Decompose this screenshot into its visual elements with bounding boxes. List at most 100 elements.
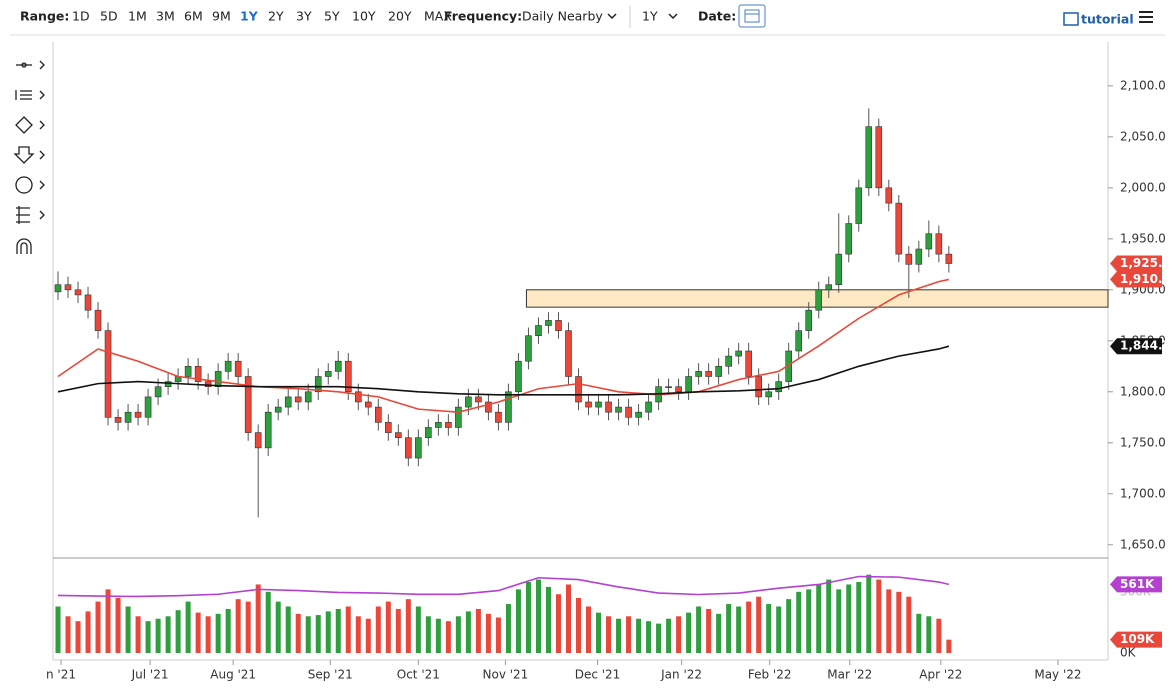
range-button[interactable]: 1M xyxy=(128,9,147,24)
y-tick-label: 2,050.0 xyxy=(1120,129,1166,143)
volume-bar xyxy=(435,618,441,653)
dropdown-arrow xyxy=(607,13,617,20)
volume-bar xyxy=(786,599,792,653)
x-tick-label: Oct '21 xyxy=(397,668,440,682)
x-tick-label: Jan '22 xyxy=(660,668,702,682)
volume-bar xyxy=(836,589,842,653)
range-button[interactable]: 6M xyxy=(184,9,203,24)
range-button[interactable]: 9M xyxy=(212,9,231,24)
volume-bar xyxy=(325,611,331,653)
volume-bar xyxy=(806,589,812,653)
volume-bar xyxy=(155,618,161,653)
volume-bar xyxy=(616,618,622,653)
price-badge xyxy=(1110,271,1162,288)
volume-bar xyxy=(365,618,371,653)
volume-bar xyxy=(856,582,862,653)
volume-bar xyxy=(606,616,612,653)
volume-bar xyxy=(756,596,762,653)
volume-bar xyxy=(215,613,221,653)
volume-bar xyxy=(706,608,712,653)
range-button[interactable]: MAX xyxy=(424,9,452,24)
candle-body xyxy=(565,330,572,377)
range-label: Range: xyxy=(20,9,69,24)
volume-bar xyxy=(656,623,662,653)
x-tick-label: Apr '22 xyxy=(919,668,962,682)
candle-body xyxy=(515,360,522,393)
range-button[interactable]: 1Y xyxy=(240,9,259,24)
candle-body xyxy=(815,289,823,311)
range-button[interactable]: 5Y xyxy=(324,9,340,24)
candle-body xyxy=(935,233,943,255)
volume-bar xyxy=(936,618,942,653)
candle-body xyxy=(124,411,132,423)
candle-body xyxy=(254,432,262,449)
volume-bar xyxy=(255,584,261,653)
candle-body xyxy=(104,330,112,418)
volume-bar xyxy=(285,606,291,653)
range-button[interactable]: 20Y xyxy=(388,9,412,24)
range-button[interactable]: 10Y xyxy=(352,9,376,24)
volume-bar xyxy=(405,599,411,653)
price-badge-label: 561K xyxy=(1120,577,1155,591)
x-tick-label: n '21 xyxy=(46,668,76,682)
menu-icon[interactable] xyxy=(1139,11,1153,23)
volume-bar xyxy=(666,618,672,653)
volume-bar xyxy=(555,594,561,653)
range-button[interactable]: 5D xyxy=(100,9,118,24)
period-select[interactable]: 1Y xyxy=(642,9,658,24)
candle-body xyxy=(375,406,382,423)
range-button[interactable]: 2Y xyxy=(268,9,284,24)
volume-bar xyxy=(916,613,922,653)
range-button[interactable]: 3Y xyxy=(296,9,312,24)
volume-bar xyxy=(75,621,81,653)
volume-bar xyxy=(175,610,181,653)
calendar-button[interactable] xyxy=(738,4,766,28)
volume-bar xyxy=(826,579,832,653)
volume-bar xyxy=(886,589,892,653)
candle-body xyxy=(535,325,542,337)
volume-bar xyxy=(225,608,231,653)
volume-bar xyxy=(876,579,882,653)
volume-bar xyxy=(415,606,421,653)
candle-body xyxy=(725,355,732,367)
date-label: Date: xyxy=(698,9,736,24)
x-tick-label: Aug '21 xyxy=(210,668,256,682)
dropdown-arrow xyxy=(668,13,678,20)
candle-body xyxy=(324,371,332,377)
candle-body xyxy=(84,294,92,311)
candle-body xyxy=(264,411,272,449)
candle-body xyxy=(455,406,462,428)
volume-bar xyxy=(575,597,581,653)
y-tick-label: 1,750.0 xyxy=(1120,435,1166,449)
volume-bar xyxy=(525,582,531,653)
candle-body xyxy=(415,437,422,459)
tutorial-link[interactable]: tutorial xyxy=(1081,12,1134,27)
volume-average xyxy=(57,575,950,598)
candle-body xyxy=(214,371,222,387)
y-tick-label: 1,800.0 xyxy=(1120,384,1166,398)
volume-bar xyxy=(696,606,702,653)
candle-body xyxy=(735,350,742,357)
volume-bar xyxy=(105,589,111,653)
candle-body xyxy=(314,376,322,393)
drawing-tools[interactable] xyxy=(13,60,45,254)
frequency-select[interactable]: Daily Nearby xyxy=(522,9,603,24)
range-button[interactable]: 3M xyxy=(156,9,175,24)
tutorial-icon xyxy=(1063,12,1079,26)
volume-bar xyxy=(776,606,782,653)
candle-body xyxy=(925,233,933,250)
volume-bar xyxy=(485,613,491,653)
x-tick-label: Jul '21 xyxy=(131,668,169,682)
frequency-label: Frequency: xyxy=(444,9,522,24)
candle-body xyxy=(64,284,72,291)
volume-bar xyxy=(626,616,632,653)
candle-body xyxy=(825,284,833,291)
candle-body xyxy=(875,126,883,189)
volume-bar xyxy=(796,591,802,653)
candle-body xyxy=(855,187,863,224)
range-button[interactable]: 1D xyxy=(72,9,90,24)
x-tick-label: May '22 xyxy=(1034,668,1081,682)
volume-bar xyxy=(65,616,71,653)
candle-body xyxy=(605,401,612,413)
candle-body xyxy=(274,406,282,413)
